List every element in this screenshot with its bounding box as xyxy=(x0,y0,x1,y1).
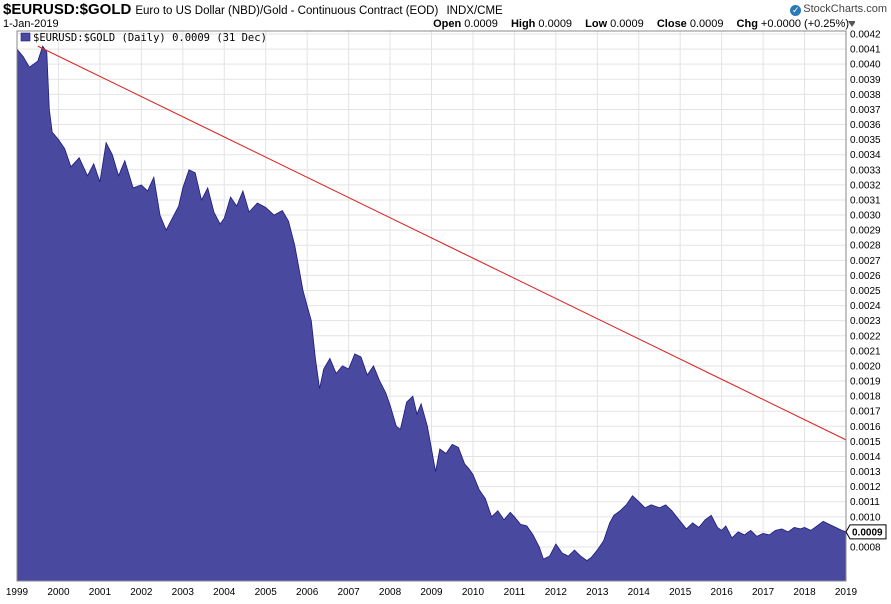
y-tick-label: 0.0008 xyxy=(850,543,881,554)
y-tick-label: 0.0042 xyxy=(850,30,881,41)
y-tick-label: 0.0012 xyxy=(850,482,881,493)
y-tick-label: 0.0029 xyxy=(850,226,881,237)
y-tick-label: 0.0025 xyxy=(850,286,881,297)
chg-value: +0.0000 (+0.25%) xyxy=(760,18,849,30)
brand[interactable]: ✓ StockCharts.com xyxy=(790,3,887,16)
x-tick-label: 2019 xyxy=(835,587,858,598)
plot-frame xyxy=(16,30,847,582)
y-tick-label: 0.0020 xyxy=(850,361,881,372)
brand-text: StockCharts.com xyxy=(803,3,887,15)
y-tick-label: 0.0019 xyxy=(850,377,881,388)
x-tick-label: 2011 xyxy=(504,587,526,598)
stockcharts-logo-icon: ✓ xyxy=(790,5,802,16)
y-tick-label: 0.0040 xyxy=(850,60,881,71)
x-tick-label: 2017 xyxy=(752,587,775,598)
last-value-tag-shape xyxy=(845,524,887,540)
y-tick-label: 0.0021 xyxy=(850,346,881,357)
x-tick-label: 2004 xyxy=(213,587,236,598)
trendline xyxy=(37,45,847,441)
y-tick-label: 0.0026 xyxy=(850,271,881,282)
open-value: 0.0009 xyxy=(464,18,498,30)
x-tick-label: 2008 xyxy=(379,587,402,598)
open-label: Open xyxy=(433,18,462,30)
close-label: Close xyxy=(656,18,687,30)
chart-date: 1-Jan-2019 xyxy=(3,18,59,30)
y-tick-label: 0.0031 xyxy=(850,195,881,206)
y-tick-label: 0.0034 xyxy=(850,150,881,161)
y-axis: 0.0008 0.0009 0.0010 0.0011 0.0012 0.0013 0.00… xyxy=(850,30,881,554)
y-tick-label: 0.0016 xyxy=(850,422,881,433)
y-tick-label: 0.0018 xyxy=(850,392,881,403)
chart-grid xyxy=(16,31,847,581)
y-tick-label: 0.0011 xyxy=(850,497,880,508)
low-label: Low xyxy=(585,18,608,30)
symbol-text: $EURUSD:$GOLD xyxy=(3,1,132,18)
price-area xyxy=(16,45,847,582)
x-tick-label: 2003 xyxy=(172,587,195,598)
y-tick-label: 0.0024 xyxy=(850,301,881,312)
ohlc-stats: Open 0.0009 High 0.0009 Low 0.0009 Close 0.0… xyxy=(423,18,849,30)
y-tick-label: 0.0017 xyxy=(850,407,881,418)
chg-label: Chg xyxy=(736,18,758,30)
high-label: High xyxy=(510,18,536,30)
y-tick-label: 0.0015 xyxy=(850,437,881,448)
last-value-tag: 0.0009 xyxy=(845,524,887,540)
y-tick-label: 0.0027 xyxy=(850,256,881,267)
y-tick-label: 0.0023 xyxy=(850,316,881,327)
y-tick-label: 0.0030 xyxy=(850,211,881,222)
x-tick-label: 1999 xyxy=(6,587,29,598)
y-tick-label: 0.0039 xyxy=(850,75,881,86)
y-tick-label: 0.0028 xyxy=(850,241,881,252)
exchange-label: INDX/CME xyxy=(446,5,503,17)
y-tick-label: 0.0010 xyxy=(850,512,881,523)
y-tick-label: 0.0041 xyxy=(850,45,881,56)
y-tick-label: 0.0033 xyxy=(850,165,881,176)
x-tick-label: 2006 xyxy=(296,587,319,598)
x-tick-label: 2012 xyxy=(545,587,568,598)
y-tick-label: 0.0022 xyxy=(850,331,881,342)
x-tick-label: 2018 xyxy=(793,587,816,598)
last-value-label: 0.0009 xyxy=(852,527,883,538)
y-tick-label: 0.0013 xyxy=(850,467,881,478)
legend-text: $EURUSD:$GOLD (Daily) 0.0009 (31 Dec) xyxy=(33,32,267,44)
x-tick-label: 2015 xyxy=(669,587,692,598)
x-tick-label: 2016 xyxy=(711,587,734,598)
x-tick-label: 2007 xyxy=(337,587,360,598)
symbol-description: Euro to US Dollar (NBD)/Gold - Continuou… xyxy=(135,5,439,17)
y-tick-label: 0.0032 xyxy=(850,180,881,191)
y-tick-label: 0.0009 xyxy=(850,527,881,538)
legend: $EURUSD:$GOLD (Daily) 0.0009 (31 Dec) xyxy=(20,32,267,44)
area-swatch-icon xyxy=(20,32,31,42)
high-value: 0.0009 xyxy=(538,18,573,30)
y-tick-label: 0.0037 xyxy=(850,105,881,116)
x-tick-label: 2009 xyxy=(420,587,443,598)
triangle-down-icon[interactable] xyxy=(848,21,855,28)
x-tick-label: 2001 xyxy=(89,587,112,598)
y-tick-label: 0.0038 xyxy=(850,90,881,101)
x-tick-label: 2002 xyxy=(130,587,153,598)
y-tick-label: 0.0035 xyxy=(850,135,881,146)
chart-symbol: $EURUSD:$GOLD Euro to US Dollar (NBD)/Gol… xyxy=(3,1,503,18)
y-tick-label: 0.0014 xyxy=(850,452,881,463)
x-tick-label: 2013 xyxy=(586,587,609,598)
low-value: 0.0009 xyxy=(610,18,644,30)
y-tick-label: 0.0036 xyxy=(850,120,881,131)
close-value: 0.0009 xyxy=(689,18,724,30)
x-tick-label: 2010 xyxy=(462,587,485,598)
x-axis: 1999 2000 2001 2002 2003 2004 2005 2006 2007 2008… xyxy=(6,587,858,598)
x-tick-label: 2000 xyxy=(47,587,70,598)
x-tick-label: 2014 xyxy=(628,587,651,598)
x-tick-label: 2005 xyxy=(255,587,278,598)
